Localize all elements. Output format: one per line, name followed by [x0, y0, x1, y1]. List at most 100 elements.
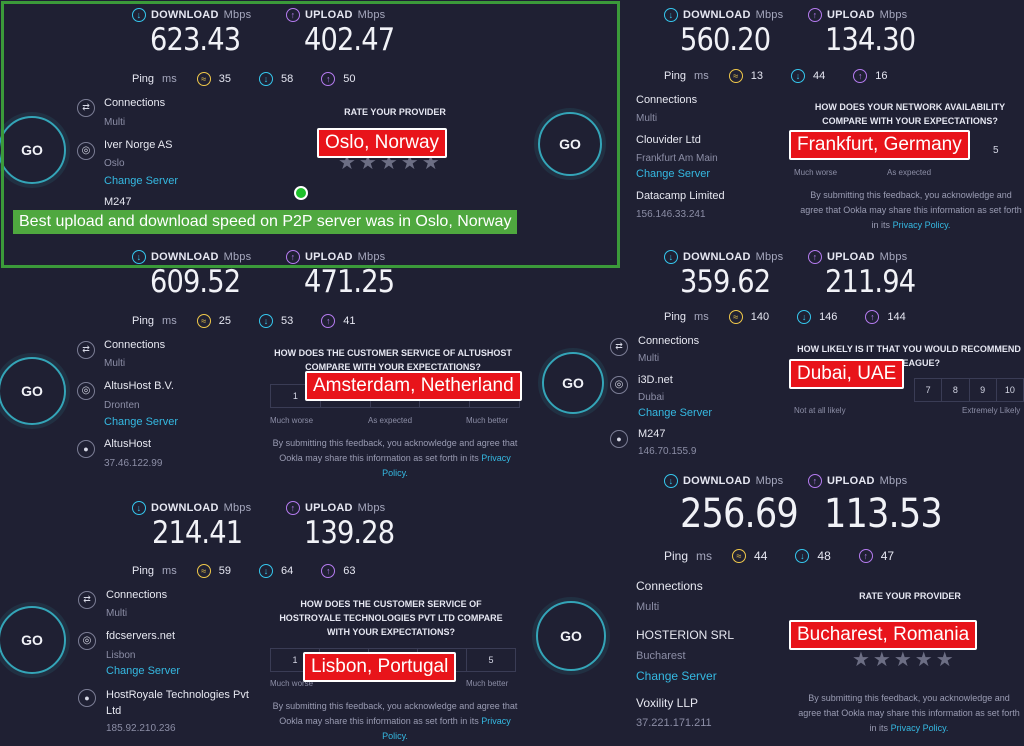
isp-city: Frankfurt Am Main: [636, 153, 718, 164]
privacy-policy-link[interactable]: Privacy Policy.: [892, 220, 951, 230]
download-icon: ↓: [664, 250, 678, 264]
change-server-link[interactable]: Change Server: [636, 669, 717, 683]
host-ip: 146.70.155.9: [638, 446, 697, 457]
ping-row: Ping ms ≈44 ↓ 48 ↑ 47: [664, 549, 895, 563]
connections-icon: ⇄: [77, 97, 95, 117]
privacy-policy-link[interactable]: Privacy Policy.: [890, 723, 949, 733]
connections-icon: ⇄: [77, 339, 95, 359]
location-tag-oslo: Oslo, Norway: [317, 128, 448, 158]
connections-icon: ⇄: [610, 336, 628, 356]
host-name: HostRoyale Technologies Pvt Ltd: [106, 689, 249, 717]
rate-provider-title: RATE YOUR PROVIDER: [859, 591, 961, 601]
scale-min-label: Not at all likely: [794, 406, 846, 415]
scale-option-7[interactable]: 7: [915, 379, 943, 401]
host-name: AltusHost: [104, 438, 152, 450]
change-server-link[interactable]: Change Server: [104, 175, 178, 187]
upload-label: ↑ UPLOAD Mbps: [808, 250, 907, 264]
highlight-caption: Best upload and download speed on P2P se…: [13, 210, 518, 234]
speedtest-panel-lisbon: ↓ DOWNLOAD Mbps ↑ UPLOAD Mbps 214.41 139.2…: [0, 490, 530, 746]
privacy-policy-link[interactable]: Privacy Policy.: [382, 453, 511, 478]
upload-icon: ↑: [808, 8, 822, 22]
survey-question: HOW LIKELY IS IT THAT YOU WOULD RECOMMEN…: [797, 344, 1021, 368]
scale-option-10[interactable]: 10: [1004, 385, 1015, 395]
upload-value: 402.47: [304, 22, 395, 58]
rating-stars[interactable]: ★★★★★: [852, 649, 957, 671]
change-server-link[interactable]: Change Server: [636, 168, 710, 180]
download-icon: ↓: [664, 8, 678, 22]
upload-latency-icon: ↑: [865, 310, 880, 324]
download-value: 623.43: [150, 22, 241, 58]
jitter-icon: ≈: [196, 72, 211, 86]
jitter-icon: ≈: [196, 564, 211, 578]
scale-option-5[interactable]: 5: [993, 145, 999, 156]
upload-icon: ↑: [286, 501, 300, 515]
upload-latency-icon: ↑: [858, 549, 873, 563]
download-value: 256.69: [680, 491, 799, 537]
go-button[interactable]: GO: [0, 116, 66, 184]
download-label: ↓ DOWNLOAD Mbps: [664, 8, 783, 22]
change-server-link[interactable]: Change Server: [104, 416, 178, 428]
host-name: Datacamp Limited: [636, 190, 725, 202]
isp-city: Bucharest: [636, 650, 686, 662]
jitter-icon: ≈: [732, 549, 747, 563]
change-server-link[interactable]: Change Server: [106, 665, 180, 677]
go-button[interactable]: GO: [536, 601, 606, 671]
feedback-disclaimer: By submitting this feedback, you acknowl…: [272, 438, 518, 478]
upload-value: 211.94: [825, 264, 916, 300]
upload-label: ↑ UPLOAD Mbps: [286, 8, 385, 22]
upload-icon: ↑: [808, 250, 822, 264]
upload-label: ↑ UPLOAD Mbps: [808, 474, 907, 488]
upload-icon: ↑: [286, 8, 300, 22]
go-button[interactable]: GO: [0, 606, 66, 674]
download-label: ↓ DOWNLOAD Mbps: [664, 250, 783, 264]
upload-label: ↑ UPLOAD Mbps: [808, 8, 907, 22]
isp-name: Iver Norge AS: [104, 139, 173, 151]
download-icon: ↓: [132, 8, 146, 22]
scale-option-8[interactable]: 8: [942, 379, 970, 401]
isp-name: Clouvider Ltd: [636, 134, 701, 146]
upload-value: 139.28: [304, 515, 395, 551]
globe-icon: ◎: [77, 380, 95, 400]
download-latency-icon: ↓: [797, 310, 812, 324]
isp-city: Dronten: [104, 400, 140, 411]
go-button[interactable]: GO: [538, 112, 602, 176]
jitter-icon: ≈: [728, 69, 743, 83]
scale-option-9[interactable]: 9: [970, 379, 997, 401]
connections-label: Connections: [638, 335, 700, 347]
scale-option-5[interactable]: 5: [488, 655, 494, 665]
scale-mid-label: As expected: [887, 168, 932, 177]
connections-mode: Multi: [636, 601, 660, 613]
download-value: 214.41: [152, 515, 243, 551]
download-icon: ↓: [132, 250, 146, 264]
rating-scale[interactable]: 7 8 9 10: [914, 378, 1024, 402]
scale-option[interactable]: [418, 649, 467, 671]
download-latency-icon: ↓: [258, 314, 273, 328]
speedtest-panel-amsterdam: 609.52 471.25 Ping ms ≈25 ↓ 53 ↑ 41 GO ⇄ Co…: [0, 250, 530, 490]
highlight-frame: [1, 1, 620, 268]
go-button[interactable]: GO: [542, 352, 604, 414]
download-latency-icon: ↓: [258, 72, 273, 86]
download-label: ↓ DOWNLOAD Mbps: [132, 250, 251, 264]
user-icon: ●: [77, 439, 95, 458]
feedback-disclaimer: By submitting this feedback, you acknowl…: [272, 701, 518, 741]
host-name: Voxility LLP: [636, 696, 699, 710]
download-icon: ↓: [664, 474, 678, 488]
privacy-policy-link[interactable]: Privacy Policy.: [382, 716, 511, 741]
feedback-disclaimer: By submitting this feedback, you acknowl…: [800, 190, 1022, 230]
connections-label: Connections: [104, 97, 166, 109]
host-ip: 37.221.171.211: [636, 717, 712, 729]
host-name: M247: [104, 196, 132, 208]
connections-label: Connections: [104, 339, 166, 351]
host-name: M247: [638, 428, 666, 440]
speedtest-panel-dubai: ↓ DOWNLOAD Mbps ↑ UPLOAD Mbps 359.62 211.9…: [530, 240, 1024, 465]
go-button[interactable]: GO: [0, 357, 66, 425]
upload-value: 113.53: [824, 491, 943, 537]
isp-name: fdcservers.net: [106, 630, 176, 642]
survey-question: HOW DOES THE CUSTOMER SERVICE OF ALTUSHO…: [274, 348, 512, 372]
download-icon: ↓: [132, 501, 146, 515]
upload-label: ↑ UPLOAD Mbps: [286, 501, 385, 515]
speedtest-panel-frankfurt: ↓ DOWNLOAD Mbps ↑ UPLOAD Mbps 560.20 134.3…: [530, 0, 1024, 240]
upload-icon: ↑: [286, 250, 300, 264]
change-server-link[interactable]: Change Server: [638, 407, 712, 419]
connections-mode: Multi: [638, 353, 660, 364]
